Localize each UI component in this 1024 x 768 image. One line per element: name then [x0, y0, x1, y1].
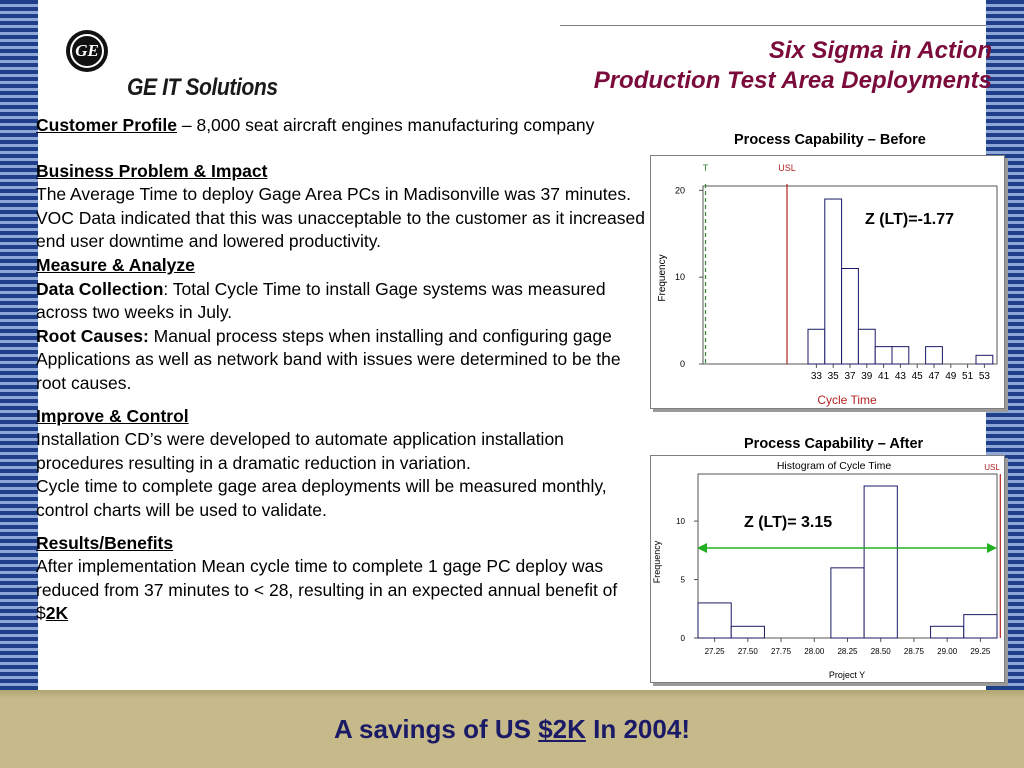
- improve-heading: Improve & Control: [36, 405, 189, 426]
- chart-before-histogram: 0 10 20 33 35 37 39 41 43 45 47 49 51 53 T USL Cycle Tim…: [657, 163, 998, 407]
- left-text-column: Customer Profile – 8,000 seat aircraft e…: [36, 114, 648, 626]
- title-divider: [560, 25, 986, 26]
- y-tick-label: 0: [681, 634, 686, 643]
- banner-amount: $2K: [538, 714, 586, 744]
- histogram-bar: [963, 614, 998, 639]
- x-tick-label: 28.25: [837, 647, 858, 656]
- spread-arrow-left-head: [697, 543, 707, 553]
- x-tick-label: 39: [861, 371, 873, 382]
- improve-text-1: Installation CD’s were developed to auto…: [36, 429, 564, 473]
- data-collection: Data Collection: Total Cycle Time to ins…: [36, 278, 648, 325]
- chart-before-title: Process Capability – Before: [734, 132, 926, 148]
- improve-text-2: Cycle time to complete gage area deploym…: [36, 476, 607, 520]
- histogram-bar: [975, 354, 994, 365]
- results-amount: 2K: [45, 603, 69, 624]
- ge-logo-icon: GE: [66, 30, 108, 72]
- chart-after-frame: Histogram of Cycle Time 0 5 10 27.25 27.50 27.…: [650, 455, 1005, 683]
- root-causes-text: Manual process steps when installing and…: [36, 325, 621, 393]
- results-body: After implementation Mean cycle time to …: [36, 556, 618, 624]
- slide-title: Six Sigma in Action Production Test Area…: [594, 36, 992, 96]
- chart-after-title: Process Capability – After: [744, 436, 924, 452]
- customer-profile-text: – 8,000 seat aircraft engines manufactur…: [177, 115, 595, 135]
- x-tick-label: 37: [844, 371, 856, 382]
- histogram-bar: [857, 328, 876, 365]
- chart-after-histogram: Histogram of Cycle Time 0 5 10 27.25 27.50 27.…: [652, 460, 1001, 680]
- spread-arrow-right-head: [987, 543, 997, 553]
- histogram-bar: [925, 346, 943, 365]
- histogram-bar: [930, 625, 965, 639]
- y-tick-label: 20: [675, 185, 685, 195]
- chart-before-frame: 0 10 20 33 35 37 39 41 43 45 47 49 51 53 T USL Cycle Tim…: [650, 155, 1005, 409]
- chart-subtitle: Histogram of Cycle Time: [777, 460, 892, 472]
- brand-name: GE IT Solutions: [127, 74, 278, 101]
- x-tick-label: 29.25: [970, 647, 991, 656]
- z-score-annotation: Z (LT)= 3.15: [744, 514, 832, 531]
- x-tick-label: 49: [945, 371, 957, 382]
- business-problem-text: The Average Time to deploy Gage Area PCs…: [36, 184, 645, 252]
- data-collection-text: : Total Cycle Time to install Gage syste…: [36, 278, 606, 323]
- y-tick-label: 10: [676, 517, 685, 526]
- x-tick-label: 28.75: [904, 647, 925, 656]
- slide-title-line1: Six Sigma in Action: [768, 37, 992, 64]
- usl-label: USL: [778, 163, 796, 173]
- results-text: After implementation Mean cycle time to …: [36, 555, 648, 626]
- histogram-bar: [891, 346, 910, 365]
- y-tick-label: 5: [681, 576, 686, 585]
- data-collection-label: Data Collection: [36, 278, 164, 299]
- x-tick-label: 28.50: [871, 647, 892, 656]
- root-causes: Root Causes: Manual process steps when i…: [36, 325, 648, 396]
- root-causes-label: Root Causes:: [36, 325, 149, 346]
- x-axis-label: Cycle Time: [817, 393, 877, 407]
- measure-heading: Measure & Analyze: [36, 254, 195, 275]
- histogram-bar: [863, 485, 898, 639]
- banner-suffix: In 2004!: [585, 714, 690, 744]
- x-tick-label: 47: [928, 371, 940, 382]
- business-problem-heading: Business Problem & Impact: [36, 160, 268, 181]
- customer-profile: Customer Profile – 8,000 seat aircraft e…: [36, 114, 648, 138]
- x-tick-label: 27.50: [738, 647, 759, 656]
- y-tick-label: 0: [680, 359, 685, 369]
- histogram-bar: [841, 267, 859, 365]
- slide-title-line2: Production Test Area Deployments: [593, 67, 992, 94]
- z-score-annotation: Z (LT)=-1.77: [865, 211, 954, 228]
- x-tick-label: 35: [828, 371, 840, 382]
- footer-band: [0, 690, 1024, 768]
- x-tick-label: 53: [979, 371, 991, 382]
- y-tick-label: 10: [675, 272, 685, 282]
- banner-prefix: A savings of US: [334, 714, 539, 744]
- x-axis-label: Project Y: [829, 670, 865, 680]
- x-tick-label: 29.00: [937, 647, 958, 656]
- ge-logo-monogram: GE: [70, 34, 104, 68]
- x-tick-label: 41: [878, 371, 890, 382]
- x-tick-label: 33: [811, 371, 823, 382]
- usl-label: USL: [984, 463, 1000, 472]
- target-label: T: [703, 163, 709, 173]
- y-axis-label: Frequency: [652, 540, 662, 583]
- y-axis-label: Frequency: [657, 254, 668, 301]
- results-heading: Results/Benefits: [36, 532, 174, 553]
- histogram-bar: [730, 625, 765, 639]
- x-tick-label: 43: [895, 371, 907, 382]
- histogram-bar: [830, 567, 865, 639]
- x-tick-label: 51: [962, 371, 974, 382]
- histogram-bar: [874, 346, 893, 365]
- x-tick-label: 27.25: [705, 647, 726, 656]
- histogram-bar: [697, 602, 732, 639]
- x-tick-label: 45: [912, 371, 924, 382]
- x-tick-label: 28.00: [804, 647, 825, 656]
- customer-profile-heading: Customer Profile: [36, 115, 177, 135]
- histogram-bar: [824, 198, 843, 365]
- x-tick-label: 27.75: [771, 647, 792, 656]
- left-stripe-decoration: [0, 0, 38, 690]
- histogram-bar: [807, 328, 826, 365]
- savings-banner: A savings of US $2K In 2004!: [0, 714, 1024, 745]
